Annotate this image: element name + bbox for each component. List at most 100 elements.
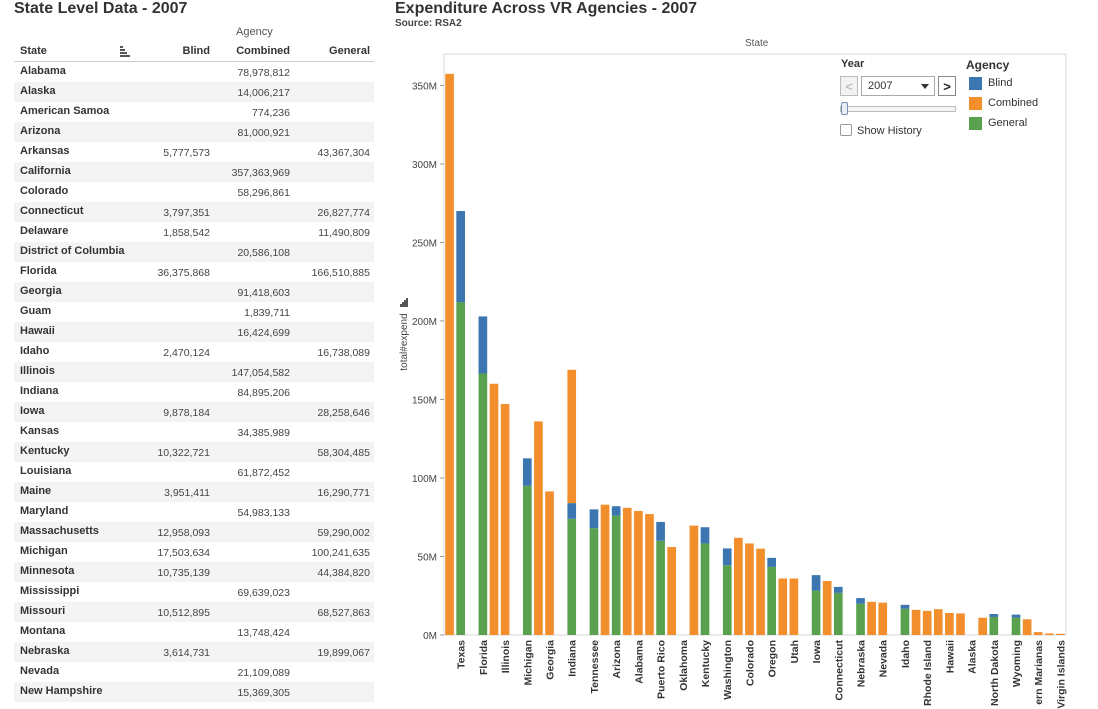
cell-combined: 16,424,699	[237, 327, 290, 339]
cell-blind: 9,878,184	[163, 407, 210, 419]
bar-combined	[445, 73, 454, 635]
table-row[interactable]: Alabama 78,978,812	[14, 62, 374, 82]
state-column-header[interactable]: State	[20, 45, 47, 57]
year-slider-thumb[interactable]	[841, 102, 848, 115]
bar-combined	[1033, 632, 1043, 635]
general-column-header[interactable]: General	[329, 45, 370, 57]
cell-blind: 17,503,634	[157, 547, 210, 559]
bar-general	[700, 543, 710, 635]
combined-column-header[interactable]: Combined	[236, 45, 290, 57]
state-data-table: State Level Data - 2007 Agency State Bli…	[0, 0, 380, 709]
cell-state: Delaware	[20, 225, 69, 237]
table-row[interactable]: Delaware 1,858,542 11,490,809	[14, 222, 374, 242]
cell-state: Mississippi	[20, 585, 80, 597]
cell-combined: 14,006,217	[237, 87, 290, 99]
table-row[interactable]: Montana 13,748,424	[14, 622, 374, 642]
cell-state: District of Columbia	[20, 245, 125, 257]
x-tick-label: Virgin Islands	[1055, 640, 1067, 709]
table-body: Alabama 78,978,812 Alaska 14,006,217 America…	[14, 62, 374, 702]
bar-combined	[945, 613, 954, 635]
table-row[interactable]: Nebraska 3,614,731 19,899,067	[14, 642, 374, 662]
cell-general: 28,258,646	[317, 407, 370, 419]
x-tick-label: Nevada	[878, 640, 890, 678]
bar-combined	[956, 613, 965, 635]
cell-combined: 20,586,108	[237, 247, 290, 259]
cell-general: 100,241,635	[311, 547, 370, 559]
x-tick-label: Georgia	[545, 640, 557, 680]
table-row[interactable]: Indiana 84,895,206	[14, 382, 374, 402]
table-row[interactable]: Guam 1,839,711	[14, 302, 374, 322]
y-tick-label: 350M	[412, 81, 437, 92]
table-row[interactable]: Arizona 81,000,921	[14, 122, 374, 142]
table-row[interactable]: Alaska 14,006,217	[14, 82, 374, 102]
table-row[interactable]: Colorado 58,296,861	[14, 182, 374, 202]
axis-sort-icon	[400, 304, 402, 307]
x-tick-label: Rhode Island	[922, 640, 934, 706]
table-row[interactable]: Mississippi 69,639,023	[14, 582, 374, 602]
bar-general	[589, 528, 599, 635]
bar-combined	[822, 581, 832, 635]
x-tick-label: Wyoming	[1011, 640, 1023, 687]
table-row[interactable]: Minnesota 10,735,139 44,384,820	[14, 562, 374, 582]
table-row[interactable]: Maryland 54,983,133	[14, 502, 374, 522]
table-row[interactable]: Michigan 17,503,634 100,241,635	[14, 542, 374, 562]
table-row[interactable]: Kansas 34,385,989	[14, 422, 374, 442]
cell-combined: 58,296,861	[237, 187, 290, 199]
bar-general	[478, 373, 488, 635]
table-row[interactable]: Massachusetts 12,958,093 59,290,002	[14, 522, 374, 542]
table-row[interactable]: Maine 3,951,411 16,290,771	[14, 482, 374, 502]
bar-combined	[1056, 633, 1065, 635]
bar-blind	[722, 548, 732, 566]
cell-state: Michigan	[20, 545, 68, 557]
cell-blind: 10,322,721	[157, 447, 210, 459]
cell-blind: 3,951,411	[164, 487, 210, 499]
cell-combined: 61,872,452	[237, 467, 290, 479]
cell-combined: 34,385,989	[237, 427, 290, 439]
bar-blind	[833, 586, 843, 593]
show-history-checkbox[interactable]	[840, 124, 852, 136]
bar-combined	[922, 610, 932, 635]
bar-general	[900, 608, 910, 635]
next-year-button[interactable]: >	[938, 76, 956, 96]
bar-blind	[811, 575, 821, 591]
bar-combined	[1022, 619, 1032, 635]
cell-blind: 10,512,895	[157, 607, 210, 619]
year-slider-track[interactable]	[840, 106, 956, 112]
cell-state: Maine	[20, 485, 52, 497]
chevron-down-icon	[921, 84, 929, 89]
table-row[interactable]: Illinois 147,054,582	[14, 362, 374, 382]
table-row[interactable]: Louisiana 61,872,452	[14, 462, 374, 482]
bar-general	[767, 566, 776, 635]
bar-combined	[689, 525, 699, 635]
cell-general: 58,304,485	[317, 447, 370, 459]
stacked-bar-chart: 0M 50M 100M 150M 200M 250M 300M 350M total#expen…	[390, 50, 1080, 709]
cell-combined: 774,236	[252, 107, 290, 119]
cell-combined: 1,839,711	[244, 307, 290, 319]
prev-year-button[interactable]: <	[840, 76, 858, 96]
bar-blind	[1011, 614, 1021, 618]
table-row[interactable]: Georgia 91,418,603	[14, 282, 374, 302]
blind-column-header[interactable]: Blind	[182, 45, 211, 57]
cell-state: California	[20, 165, 71, 177]
table-row[interactable]: Idaho 2,470,124 16,738,089	[14, 342, 374, 362]
table-row[interactable]: Kentucky 10,322,721 58,304,485	[14, 442, 374, 462]
axis-sort-icon	[402, 302, 404, 307]
cell-state: Kansas	[20, 425, 60, 437]
table-row[interactable]: American Samoa 774,236	[14, 102, 374, 122]
table-row[interactable]: District of Columbia 20,586,108	[14, 242, 374, 262]
table-row[interactable]: Arkansas 5,777,573 43,367,304	[14, 142, 374, 162]
table-row[interactable]: Iowa 9,878,184 28,258,646	[14, 402, 374, 422]
table-row[interactable]: New Hampshire 15,369,305	[14, 682, 374, 702]
bar-general	[567, 518, 577, 635]
x-tick-label: Alaska	[967, 640, 979, 674]
table-row[interactable]: Missouri 10,512,895 68,527,863	[14, 602, 374, 622]
table-row[interactable]: Connecticut 3,797,351 26,827,774	[14, 202, 374, 222]
sort-icon[interactable]	[120, 46, 130, 57]
table-row[interactable]: Hawaii 16,424,699	[14, 322, 374, 342]
x-tick-label: Hawaii	[944, 640, 956, 673]
table-row[interactable]: California 357,363,969	[14, 162, 374, 182]
table-row[interactable]: Florida 36,375,868 166,510,885	[14, 262, 374, 282]
year-dropdown[interactable]: 2007	[861, 76, 935, 96]
bar-combined	[745, 543, 754, 635]
table-row[interactable]: Nevada 21,109,089	[14, 662, 374, 682]
